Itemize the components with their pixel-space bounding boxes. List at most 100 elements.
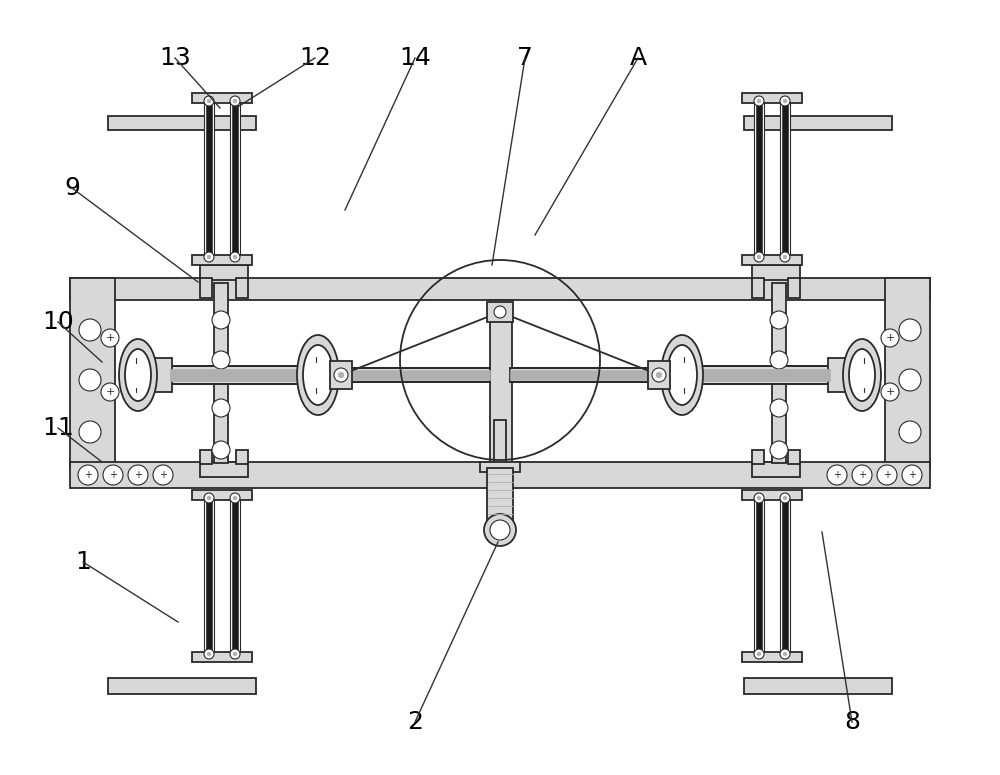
- Bar: [742, 652, 802, 662]
- Circle shape: [101, 383, 119, 401]
- Bar: [204, 498, 214, 654]
- Bar: [490, 300, 512, 468]
- Ellipse shape: [303, 345, 333, 405]
- Ellipse shape: [661, 335, 703, 415]
- Bar: [192, 255, 252, 265]
- Bar: [648, 361, 670, 389]
- Text: 9: 9: [64, 176, 80, 200]
- Circle shape: [827, 465, 847, 485]
- Bar: [170, 366, 310, 384]
- Bar: [752, 462, 800, 477]
- Bar: [214, 283, 228, 463]
- Ellipse shape: [849, 349, 875, 401]
- Circle shape: [754, 252, 764, 262]
- Circle shape: [783, 496, 787, 500]
- Text: 13: 13: [159, 46, 191, 70]
- Circle shape: [204, 493, 214, 503]
- Text: 14: 14: [399, 46, 431, 70]
- Circle shape: [79, 319, 101, 341]
- Bar: [206, 103, 212, 255]
- Bar: [204, 101, 214, 257]
- Bar: [788, 450, 800, 464]
- Bar: [752, 278, 764, 298]
- Bar: [510, 370, 660, 380]
- Circle shape: [204, 252, 214, 262]
- Circle shape: [233, 99, 237, 103]
- Circle shape: [128, 465, 148, 485]
- Text: 1: 1: [75, 550, 91, 574]
- Ellipse shape: [119, 339, 157, 411]
- Circle shape: [780, 649, 790, 659]
- Text: +: +: [105, 387, 115, 397]
- Bar: [742, 490, 802, 500]
- Circle shape: [490, 520, 510, 540]
- Bar: [340, 368, 490, 382]
- Circle shape: [204, 649, 214, 659]
- Bar: [756, 500, 762, 652]
- Bar: [487, 302, 513, 322]
- Bar: [230, 101, 240, 257]
- Circle shape: [103, 465, 123, 485]
- Circle shape: [233, 255, 237, 259]
- Circle shape: [233, 496, 237, 500]
- Text: +: +: [109, 470, 117, 480]
- Bar: [782, 103, 788, 255]
- Bar: [70, 278, 930, 300]
- Circle shape: [783, 255, 787, 259]
- Circle shape: [207, 652, 211, 656]
- Text: +: +: [84, 470, 92, 480]
- Text: +: +: [908, 470, 916, 480]
- Text: +: +: [858, 470, 866, 480]
- Bar: [236, 278, 248, 298]
- Bar: [150, 358, 172, 392]
- Bar: [70, 462, 930, 488]
- Ellipse shape: [843, 339, 881, 411]
- Bar: [200, 265, 248, 280]
- Circle shape: [899, 421, 921, 443]
- Text: +: +: [105, 333, 115, 343]
- Bar: [780, 101, 790, 257]
- Circle shape: [230, 649, 240, 659]
- Circle shape: [780, 493, 790, 503]
- Bar: [330, 361, 352, 389]
- Circle shape: [881, 329, 899, 347]
- Circle shape: [79, 369, 101, 391]
- Circle shape: [754, 493, 764, 503]
- Text: 10: 10: [42, 310, 74, 334]
- Circle shape: [652, 368, 666, 382]
- Circle shape: [783, 652, 787, 656]
- Circle shape: [207, 255, 211, 259]
- Circle shape: [770, 399, 788, 417]
- Circle shape: [230, 493, 240, 503]
- Circle shape: [153, 465, 173, 485]
- Circle shape: [770, 441, 788, 459]
- Circle shape: [899, 369, 921, 391]
- Bar: [885, 278, 930, 468]
- Bar: [487, 468, 513, 528]
- Circle shape: [877, 465, 897, 485]
- Circle shape: [754, 649, 764, 659]
- Circle shape: [207, 496, 211, 500]
- Circle shape: [770, 311, 788, 329]
- Text: 11: 11: [42, 416, 74, 440]
- Bar: [170, 369, 310, 381]
- Circle shape: [233, 652, 237, 656]
- Circle shape: [484, 514, 516, 546]
- Circle shape: [881, 383, 899, 401]
- Bar: [510, 368, 660, 382]
- Circle shape: [230, 96, 240, 106]
- Bar: [744, 678, 892, 694]
- Text: +: +: [883, 470, 891, 480]
- Circle shape: [852, 465, 872, 485]
- Bar: [756, 103, 762, 255]
- Circle shape: [79, 421, 101, 443]
- Circle shape: [780, 252, 790, 262]
- Circle shape: [338, 372, 344, 378]
- Ellipse shape: [297, 335, 339, 415]
- Bar: [744, 116, 892, 130]
- Bar: [480, 462, 520, 472]
- Circle shape: [902, 465, 922, 485]
- Circle shape: [78, 465, 98, 485]
- Circle shape: [899, 319, 921, 341]
- Bar: [206, 500, 212, 652]
